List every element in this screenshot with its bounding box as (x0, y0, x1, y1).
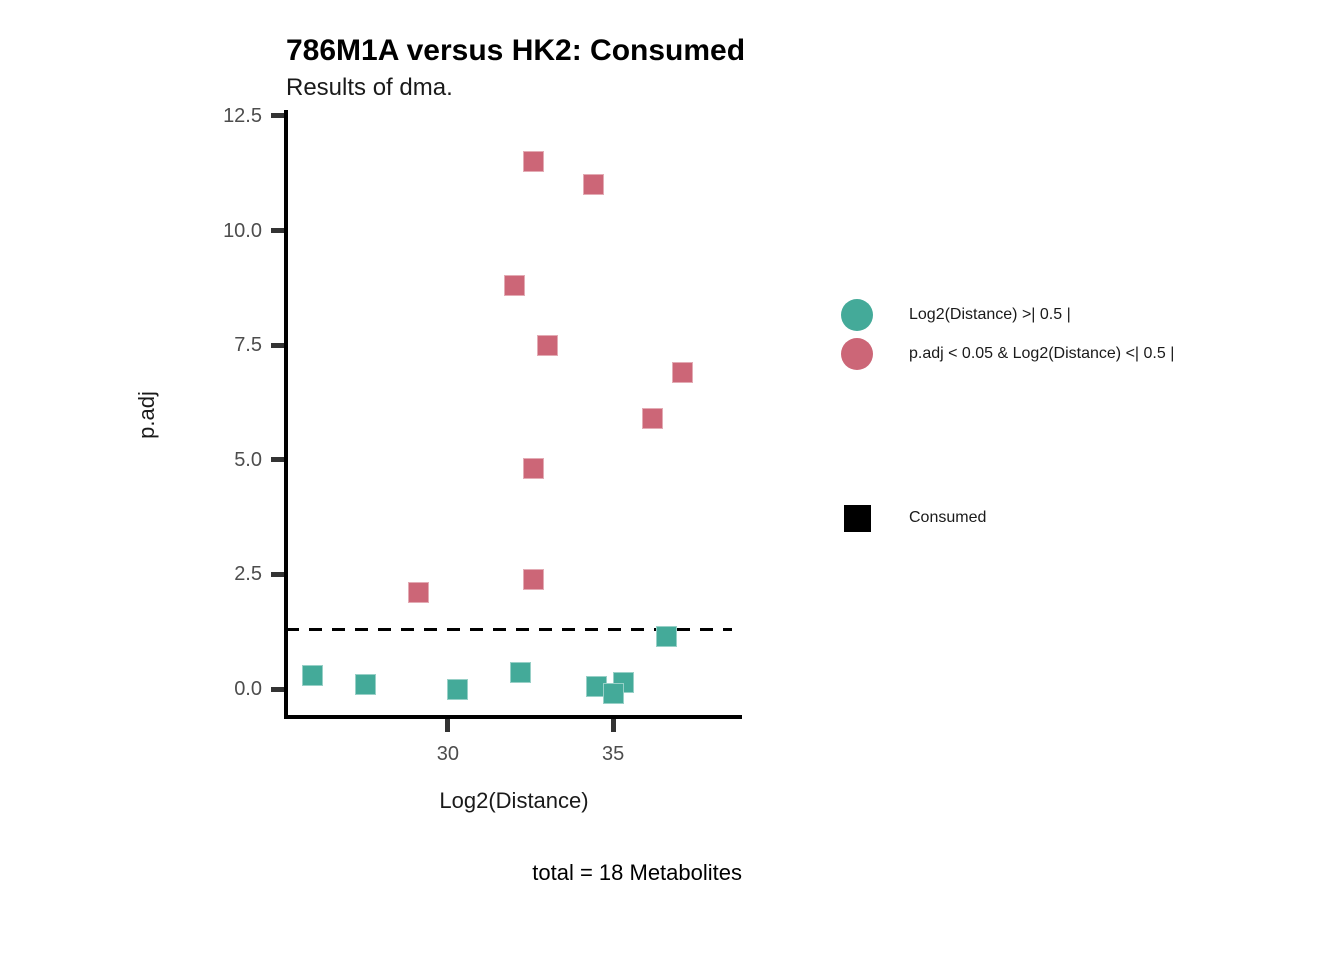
legend-item-label: p.adj < 0.05 & Log2(Distance) <| 0.5 | (909, 345, 1175, 362)
legend-key-circle-icon (841, 338, 873, 370)
data-point (523, 458, 545, 480)
data-point (582, 174, 604, 196)
x-tick-label: 35 (602, 743, 625, 765)
y-tick-label: 2.5 (234, 563, 262, 586)
legend-item: p.adj < 0.05 & Log2(Distance) <| 0.5 | (841, 338, 1174, 370)
data-point (602, 683, 624, 705)
plot-subtitle: Results of dma. (286, 74, 453, 101)
legend-item-label: Consumed (909, 509, 987, 526)
y-axis-title: p.adj (134, 391, 159, 439)
data-point (510, 662, 532, 684)
data-point (447, 678, 469, 700)
y-tick-label: 0.0 (234, 678, 262, 701)
y-tick-label: 7.5 (234, 334, 262, 357)
x-tick-mark (610, 719, 616, 732)
page-title: 786M1A versus HK2: Consumed (286, 34, 746, 67)
x-tick-mark (445, 719, 451, 732)
data-point (503, 275, 525, 297)
y-axis-line (284, 110, 288, 719)
y-tick-mark (271, 113, 284, 119)
legend-item-label: Log2(Distance) >| 0.5 | (909, 306, 1071, 323)
y-tick-label: 10.0 (223, 219, 262, 242)
y-tick-mark (271, 228, 284, 234)
x-axis-line (284, 715, 742, 719)
x-axis-title: Log2(Distance) (439, 788, 589, 813)
x-tick-label: 30 (436, 743, 460, 765)
data-point (672, 362, 694, 384)
data-point (523, 151, 545, 173)
y-tick-mark (271, 571, 284, 577)
y-tick-mark (271, 342, 284, 348)
data-point (301, 664, 323, 686)
data-point (536, 334, 558, 356)
threshold-dashed-line (286, 627, 732, 631)
legend-item: Log2(Distance) >| 0.5 | (841, 299, 1071, 331)
data-point (407, 582, 429, 604)
data-point (655, 625, 677, 647)
y-tick-mark (271, 686, 284, 692)
y-tick-label: 5.0 (234, 448, 262, 471)
data-point (642, 408, 664, 430)
legend-key-square-icon (843, 504, 871, 532)
data-point (523, 568, 545, 590)
data-point (354, 673, 376, 695)
legend-key-circle-icon (841, 299, 873, 331)
y-tick-mark (271, 457, 284, 463)
legend-item: Consumed (841, 502, 986, 534)
y-tick-label: 12.5 (223, 104, 262, 127)
plot-caption: total = 18 Metabolites (532, 860, 742, 885)
